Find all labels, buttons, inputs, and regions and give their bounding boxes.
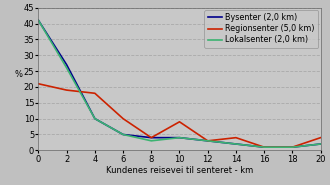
Regionsenter (5,0 km) — [178, 121, 182, 123]
Line: Lokalsenter (2,0 km): Lokalsenter (2,0 km) — [38, 20, 320, 147]
Regionsenter (5,0 km) — [262, 146, 266, 148]
Regionsenter (5,0 km) — [290, 146, 294, 148]
Lokalsenter (2,0 km) — [206, 140, 210, 142]
Bysenter (2,0 km) — [262, 146, 266, 148]
Lokalsenter (2,0 km) — [290, 146, 294, 148]
Regionsenter (5,0 km) — [149, 137, 153, 139]
Bysenter (2,0 km) — [121, 133, 125, 136]
Lokalsenter (2,0 km) — [234, 143, 238, 145]
Regionsenter (5,0 km) — [234, 137, 238, 139]
Regionsenter (5,0 km) — [318, 137, 322, 139]
Lokalsenter (2,0 km) — [262, 146, 266, 148]
Bysenter (2,0 km) — [318, 143, 322, 145]
Regionsenter (5,0 km) — [93, 92, 97, 94]
Line: Regionsenter (5,0 km): Regionsenter (5,0 km) — [38, 84, 320, 147]
Bysenter (2,0 km) — [290, 146, 294, 148]
Regionsenter (5,0 km) — [65, 89, 69, 91]
Bysenter (2,0 km) — [36, 19, 40, 21]
Bysenter (2,0 km) — [206, 140, 210, 142]
Lokalsenter (2,0 km) — [178, 137, 182, 139]
Y-axis label: %: % — [14, 70, 22, 79]
Lokalsenter (2,0 km) — [93, 117, 97, 120]
Lokalsenter (2,0 km) — [36, 19, 40, 21]
Lokalsenter (2,0 km) — [149, 140, 153, 142]
Regionsenter (5,0 km) — [121, 117, 125, 120]
Bysenter (2,0 km) — [178, 137, 182, 139]
Legend: Bysenter (2,0 km), Regionsenter (5,0 km), Lokalsenter (2,0 km): Bysenter (2,0 km), Regionsenter (5,0 km)… — [205, 10, 318, 48]
Bysenter (2,0 km) — [65, 64, 69, 66]
Lokalsenter (2,0 km) — [121, 133, 125, 136]
Line: Bysenter (2,0 km): Bysenter (2,0 km) — [38, 20, 320, 147]
Lokalsenter (2,0 km) — [318, 143, 322, 145]
Lokalsenter (2,0 km) — [65, 67, 69, 69]
Bysenter (2,0 km) — [234, 143, 238, 145]
Bysenter (2,0 km) — [93, 117, 97, 120]
Regionsenter (5,0 km) — [206, 140, 210, 142]
X-axis label: Kundenes reisevei til senteret - km: Kundenes reisevei til senteret - km — [106, 166, 253, 175]
Regionsenter (5,0 km) — [36, 83, 40, 85]
Bysenter (2,0 km) — [149, 137, 153, 139]
